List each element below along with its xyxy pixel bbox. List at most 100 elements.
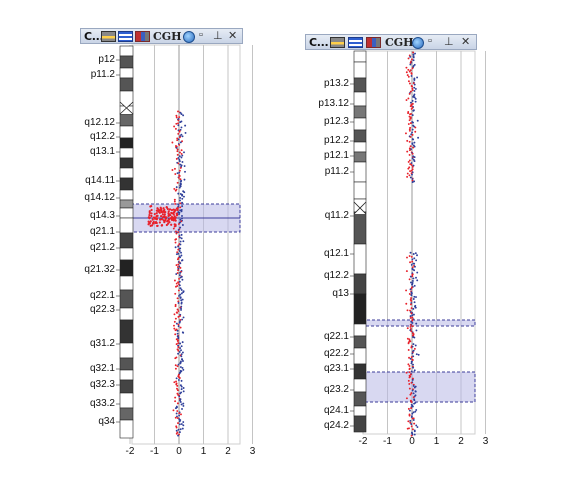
blue-probe-point (412, 138, 415, 141)
blue-probe-point (179, 362, 182, 365)
blue-probe-point (413, 262, 416, 265)
x-tick-label: 2 (458, 436, 464, 447)
blue-probe-point (177, 192, 180, 195)
chromosome-band (353, 405, 367, 417)
red-probe-point (175, 343, 178, 346)
blue-probe-point (181, 318, 184, 321)
red-probe-point (174, 396, 177, 399)
blue-probe-point (177, 434, 180, 437)
blue-probe-point (184, 124, 187, 127)
chromosome-view-icon[interactable] (118, 31, 133, 42)
chromosome-band (119, 275, 134, 291)
red-probe-point (178, 136, 181, 139)
red-probe-point (170, 208, 174, 212)
red-probe-point (408, 174, 411, 177)
blue-probe-point (183, 151, 185, 154)
blue-probe-point (177, 203, 180, 206)
red-probe-point (159, 214, 163, 218)
blue-probe-point (409, 55, 412, 58)
red-probe-point (405, 397, 408, 400)
blue-probe-point (179, 209, 182, 212)
band-label: q12.1 (323, 248, 349, 259)
blue-probe-point (412, 95, 415, 98)
red-probe-point (406, 327, 409, 330)
blue-probe-point (178, 431, 181, 434)
band-label: q22.1 (89, 290, 115, 301)
pin-icon[interactable]: ⊥ (444, 36, 454, 48)
blue-probe-point (178, 420, 181, 423)
red-probe-point (156, 214, 159, 217)
red-probe-point (406, 139, 409, 142)
blue-probe-point (175, 429, 178, 432)
red-probe-point (411, 428, 414, 431)
left-panel-titlebar[interactable]: C... CGH ▫ ⊥ ✕ (80, 28, 243, 44)
ideogram-view-icon[interactable] (101, 31, 116, 42)
red-probe-point (177, 223, 180, 225)
blue-probe-point (409, 101, 412, 104)
blue-probe-point (176, 332, 179, 335)
chromosome-band (119, 407, 134, 421)
close-icon[interactable]: ✕ (461, 36, 471, 48)
flag-icon[interactable] (135, 31, 150, 42)
globe-icon[interactable] (183, 31, 195, 43)
blue-probe-point (182, 331, 185, 334)
red-probe-point (175, 116, 178, 119)
blue-probe-point (181, 201, 184, 204)
cgh-toolbar-label[interactable]: CGH (153, 30, 182, 43)
red-probe-point (411, 87, 414, 90)
red-probe-point (406, 309, 409, 312)
red-probe-point (406, 74, 409, 77)
right-panel-titlebar[interactable]: C... CGH ▫ ⊥ ✕ (305, 34, 477, 50)
blue-probe-point (411, 157, 414, 160)
blue-probe-point (414, 306, 417, 309)
chromosome-band (353, 77, 367, 93)
red-probe-point (177, 176, 180, 179)
red-probe-point (175, 338, 178, 341)
globe-icon[interactable] (412, 37, 424, 49)
blue-probe-point (179, 428, 182, 431)
restore-icon[interactable]: ▫ (428, 35, 432, 47)
restore-icon[interactable]: ▫ (199, 29, 203, 41)
blue-probe-point (413, 369, 416, 372)
blue-probe-point (179, 342, 182, 345)
blue-probe-point (178, 423, 181, 426)
red-probe-point (176, 308, 179, 311)
flag-icon[interactable] (366, 37, 381, 48)
blue-probe-point (412, 56, 415, 59)
red-probe-point (177, 263, 180, 266)
red-probe-point (174, 241, 177, 244)
blue-probe-point (413, 295, 416, 298)
red-probe-point (408, 376, 411, 379)
red-probe-point (173, 187, 176, 190)
red-probe-point (409, 393, 412, 396)
red-probe-point (405, 289, 408, 292)
blue-probe-point (410, 292, 413, 295)
red-probe-point (167, 218, 170, 221)
red-probe-point (409, 105, 412, 108)
red-probe-point (177, 310, 180, 313)
blue-probe-point (178, 321, 181, 324)
blue-probe-point (177, 337, 180, 340)
red-probe-point (410, 107, 413, 110)
red-probe-point (411, 89, 414, 92)
red-probe-point (410, 330, 413, 333)
red-probe-point (173, 200, 176, 203)
red-probe-point (176, 365, 179, 368)
red-probe-point (160, 208, 163, 212)
red-probe-point (174, 357, 177, 360)
ideogram-view-icon[interactable] (330, 37, 345, 48)
blue-probe-point (181, 408, 183, 410)
blue-probe-point (179, 392, 182, 395)
blue-probe-point (411, 143, 414, 146)
close-icon[interactable]: ✕ (228, 30, 238, 42)
cgh-toolbar-label[interactable]: CGH (385, 36, 414, 49)
red-probe-point (406, 172, 409, 175)
red-probe-point (174, 367, 177, 370)
band-label: q24.1 (323, 405, 349, 416)
band-label: q14.3 (89, 210, 115, 221)
pin-icon[interactable]: ⊥ (213, 30, 223, 42)
blue-probe-point (180, 292, 183, 295)
blue-probe-point (411, 405, 414, 408)
chromosome-view-icon[interactable] (348, 37, 363, 48)
red-probe-point (407, 68, 410, 71)
